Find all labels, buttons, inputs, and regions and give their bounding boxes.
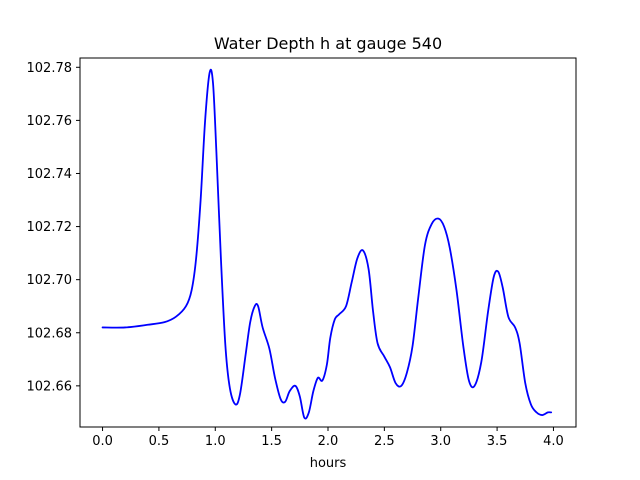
y-tick-label: 102.72 xyxy=(27,220,73,235)
x-tick-label: 0.5 xyxy=(149,434,170,449)
series-line xyxy=(101,68,553,420)
x-tick-label: 1.5 xyxy=(261,434,282,449)
x-tick-label: 3.5 xyxy=(487,434,508,449)
y-tick-label: 102.74 xyxy=(27,167,73,182)
x-tick-label: 4.0 xyxy=(543,434,564,449)
x-axis-label: hours xyxy=(310,456,347,471)
y-axis: 102.66 102.68 102.70 102.72 102.74 102.76 102.… xyxy=(27,61,80,394)
x-tick-label: 2.0 xyxy=(318,434,339,449)
x-tick-label: 3.0 xyxy=(430,434,451,449)
x-axis: 0.0 0.5 1.0 1.5 2.0 2.5 3.0 3.5 4.0 xyxy=(92,427,564,449)
series-layer xyxy=(101,68,553,420)
y-tick-label: 102.68 xyxy=(27,326,73,341)
x-tick-label: 1.0 xyxy=(205,434,226,449)
y-tick-label: 102.78 xyxy=(27,61,73,76)
y-tick-label: 102.66 xyxy=(27,379,73,394)
plot-area xyxy=(80,58,576,427)
y-tick-label: 102.70 xyxy=(27,273,73,288)
x-tick-label: 0.0 xyxy=(92,434,113,449)
x-tick-label: 2.5 xyxy=(374,434,395,449)
chart-title: Water Depth h at gauge 540 xyxy=(214,34,442,53)
y-tick-label: 102.76 xyxy=(27,114,73,129)
